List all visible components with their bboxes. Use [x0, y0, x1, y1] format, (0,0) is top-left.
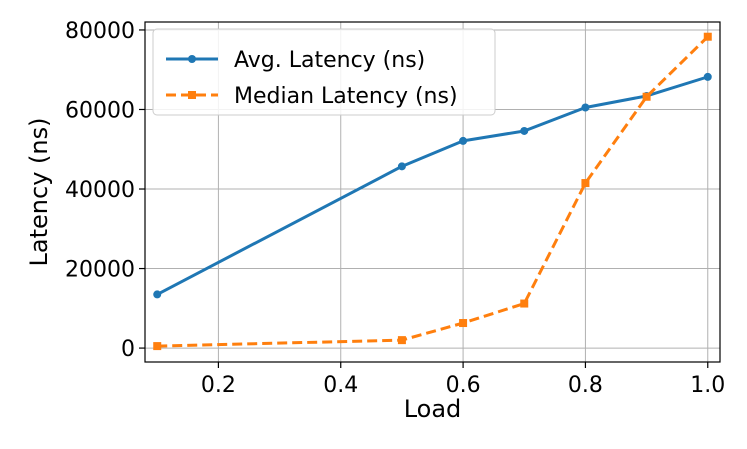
y-tick-label: 0	[121, 337, 135, 362]
y-tick-label: 20000	[65, 258, 135, 283]
y-axis-title: Latency (ns)	[25, 118, 53, 267]
x-axis-title: Load	[404, 395, 462, 423]
series-layer	[153, 32, 712, 351]
legend: Avg. Latency (ns) Median Latency (ns)	[152, 28, 496, 116]
x-tick-label: 0.8	[568, 373, 603, 398]
data-point	[520, 126, 529, 135]
data-point	[397, 162, 406, 171]
x-tick-label: 0.2	[201, 373, 236, 398]
legend-item: Avg. Latency (ns)	[166, 48, 425, 73]
y-tick-label: 60000	[65, 98, 135, 123]
data-point	[153, 290, 162, 299]
x-tick-label: 0.6	[446, 373, 481, 398]
legend-marker	[188, 55, 196, 63]
plot-frame	[144, 21, 721, 363]
data-point	[459, 319, 468, 328]
data-point	[581, 179, 590, 188]
y-tick-label: 40000	[65, 178, 135, 203]
data-point	[581, 103, 590, 112]
data-point	[703, 32, 712, 41]
data-point	[459, 136, 468, 145]
legend-box	[152, 28, 496, 116]
data-point	[520, 299, 529, 308]
legend-item: Median Latency (ns)	[166, 84, 458, 109]
y-tick-label: 80000	[65, 19, 135, 44]
x-axis-ticks: 0.2 0.4 0.6 0.8 1.0	[201, 362, 725, 398]
series-median-latency	[153, 32, 712, 351]
data-point	[703, 72, 712, 81]
x-tick-label: 0.4	[323, 373, 358, 398]
legend-marker	[188, 91, 196, 99]
data-point	[642, 92, 651, 101]
legend-label: Median Latency (ns)	[234, 84, 458, 109]
data-point	[397, 336, 406, 345]
y-axis-ticks: 0 20000 40000 60000 80000	[65, 19, 145, 362]
x-tick-label: 1.0	[690, 373, 725, 398]
data-point	[153, 342, 162, 351]
legend-label: Avg. Latency (ns)	[234, 48, 425, 73]
